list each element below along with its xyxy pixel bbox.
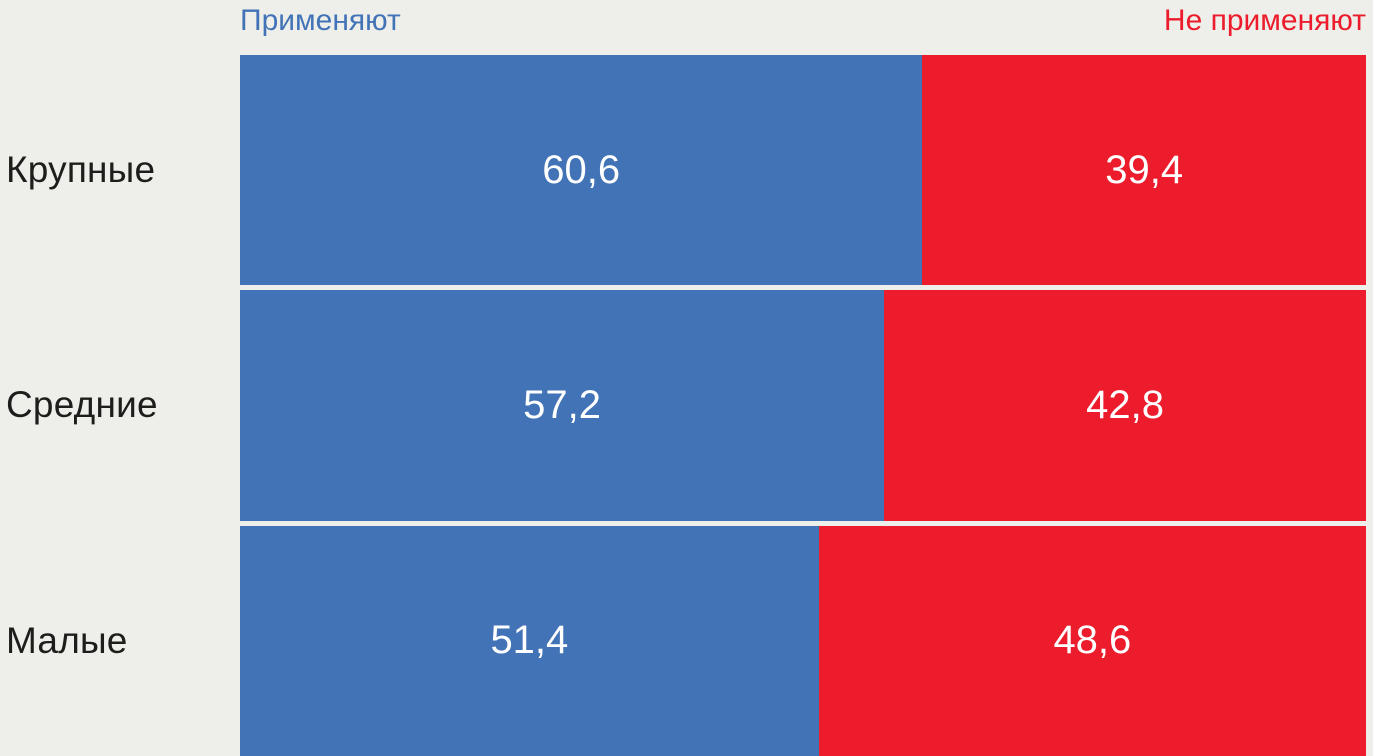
value-label-apply-large: 60,6 — [542, 147, 621, 192]
value-label-not-apply-small: 48,6 — [1053, 618, 1132, 663]
bar-segment-not-apply-medium: 42,8 — [884, 290, 1366, 521]
legend-label-not-apply: Не применяют — [1163, 4, 1366, 37]
stacked-bar-large: 60,6 39,4 — [240, 55, 1366, 286]
bar-segment-apply-small: 51,4 — [240, 525, 819, 756]
chart-legend: Применяют Не применяют — [240, 4, 1366, 37]
category-label-small: Малые — [6, 619, 128, 661]
bar-segment-not-apply-large: 39,4 — [922, 55, 1366, 286]
bar-segment-not-apply-small: 48,6 — [818, 525, 1366, 756]
stacked-bar-small: 51,4 48,6 — [240, 525, 1366, 756]
category-label-large: Крупные — [6, 149, 156, 191]
stacked-bar-medium: 57,2 42,8 — [240, 290, 1366, 521]
bar-row-small: Малые 51,4 48,6 — [0, 525, 1373, 756]
legend-label-apply: Применяют — [240, 4, 401, 37]
chart-plot-area: Крупные 60,6 39,4 Средние 57,2 42,8 — [0, 55, 1373, 756]
bar-row-medium: Средние 57,2 42,8 — [0, 290, 1373, 521]
category-label-medium: Средние — [6, 384, 158, 426]
value-label-apply-medium: 57,2 — [523, 382, 601, 427]
bar-segment-apply-medium: 57,2 — [240, 290, 885, 521]
bar-segment-apply-large: 60,6 — [240, 55, 923, 286]
value-label-apply-small: 51,4 — [490, 618, 569, 663]
value-label-not-apply-large: 39,4 — [1105, 147, 1184, 192]
value-label-not-apply-medium: 42,8 — [1086, 382, 1164, 427]
bar-row-large: Крупные 60,6 39,4 — [0, 55, 1373, 286]
